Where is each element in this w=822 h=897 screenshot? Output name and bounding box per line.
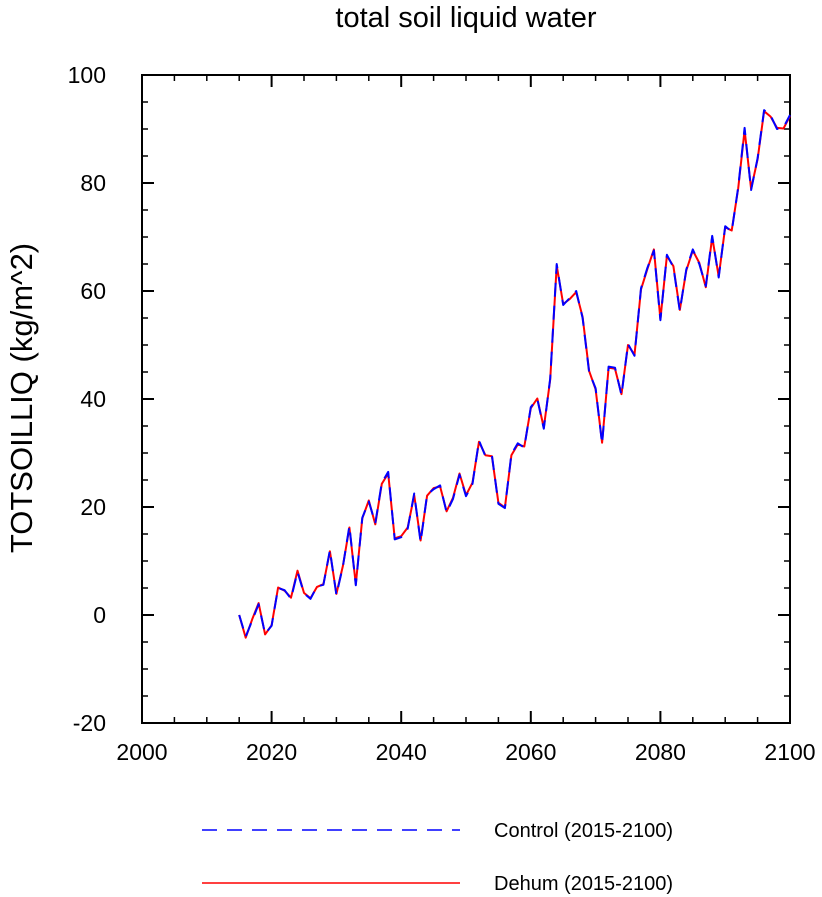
x-tick-label: 2040 — [376, 739, 427, 765]
x-tick-label: 2020 — [246, 739, 297, 765]
y-tick-label: 20 — [80, 494, 106, 520]
series-layer — [238, 109, 791, 639]
plot-frame — [141, 74, 791, 724]
chart-title: total soil liquid water — [335, 2, 596, 34]
y-tick-label: 100 — [68, 62, 106, 88]
y-tick-label: 80 — [80, 170, 106, 196]
y-tick-label: 60 — [80, 278, 106, 304]
legend-label-dehum: Dehum (2015-2100) — [494, 873, 673, 895]
series-line-dehum — [238, 110, 791, 639]
legend: Control (2015-2100) Dehum (2015-2100) — [202, 820, 673, 895]
y-tick-label: 40 — [80, 386, 106, 412]
x-tick-label: 2080 — [635, 739, 686, 765]
series-line-control — [238, 109, 791, 638]
x-tick-label: 2060 — [505, 739, 556, 765]
x-tick-label: 2000 — [116, 739, 167, 765]
y-tick-label: -20 — [73, 710, 106, 736]
y-tick-label: 0 — [93, 602, 106, 628]
axis-ticks — [141, 74, 791, 724]
y-axis-label: TOTSOILLIQ (kg/m^2) — [4, 243, 39, 553]
x-tick-label: 2100 — [764, 739, 815, 765]
legend-label-control: Control (2015-2100) — [494, 820, 673, 842]
